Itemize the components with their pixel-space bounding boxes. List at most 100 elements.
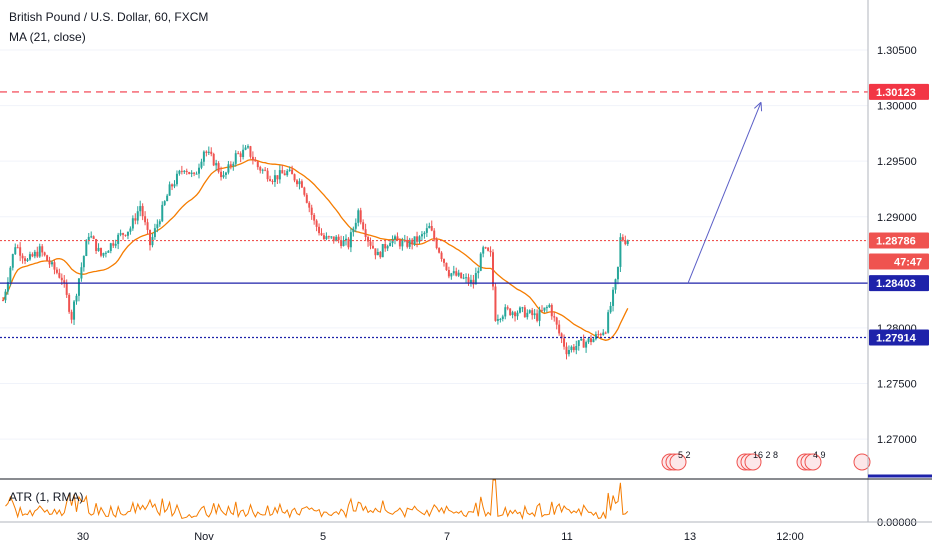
candle-body [190,172,193,174]
economic-events-layer[interactable]: 5 2 16 2 8 4 9 [661,450,871,471]
event-flag-icon[interactable] [744,453,762,471]
candle-body [107,250,110,253]
candle-body [215,163,218,166]
candle-body [227,164,230,173]
candle-body [249,146,252,157]
candle-body [435,239,438,249]
time-tick-label: 7 [444,531,450,543]
time-tick-label: 11 [561,531,572,543]
price-axis[interactable]: 1.305001.300001.295001.290001.280001.275… [867,0,917,522]
candle-body [489,250,492,253]
candle-body [28,254,31,260]
candles-layer [2,144,629,360]
candle-body [364,229,367,238]
event-flag-icon[interactable] [669,453,687,471]
candle-body [367,237,370,242]
candle-body [117,234,120,244]
projection-arrow-head[interactable] [754,101,762,109]
candle-body [305,194,308,203]
candle-body [276,175,279,180]
candle-body [296,180,298,185]
candle-body [310,207,313,215]
time-tick-label: 5 [320,531,326,543]
candle-body [465,277,468,279]
candle-body [322,235,325,240]
candle-body [51,262,53,265]
projection-arrow-head[interactable] [760,102,763,112]
candle-body [168,184,171,196]
atr-legend[interactable]: ATR (1, RMA) [9,490,84,504]
ma-legend[interactable]: MA (21, close) [9,30,86,44]
candle-body [63,280,66,283]
candle-body [624,240,627,245]
candle-body [607,312,610,333]
candle-body [300,181,303,188]
candle-body [122,233,125,235]
atr-pane[interactable]: 0.00000 [0,474,932,529]
candle-body [264,169,267,171]
candle-body [220,171,223,178]
price-tag-bg [869,329,929,346]
candle-body [349,232,352,248]
candle-body [273,175,276,182]
candle-body [244,147,247,150]
candle-body [337,236,340,241]
candle-body [528,310,531,313]
countdown-label: 47:47 [894,257,922,269]
candle-body [141,206,144,217]
candle-body [447,270,450,277]
event-label: 4 9 [813,450,826,460]
candle-body [413,236,416,245]
event-flag-icon[interactable] [804,453,822,471]
candle-body [293,174,296,181]
candle-body [374,248,377,256]
candle-body [242,149,245,157]
price-tick-label: 1.27500 [877,379,917,391]
candle-body [420,234,423,237]
price-tag-label: 1.27914 [876,332,917,344]
candle-body [11,254,14,268]
candle-body [87,236,90,241]
candle-body [335,236,338,242]
candle-body [614,279,617,290]
candle-body [146,222,149,230]
candle-body [494,286,497,321]
candle-body [433,230,436,240]
candle-body [570,346,573,351]
projection-arrow-layer[interactable] [687,101,763,284]
projection-arrow-line[interactable] [687,102,762,284]
candle-body [384,244,387,249]
candle-body [247,146,249,148]
candle-body [538,310,541,321]
candle-body [590,338,592,343]
candle-body [156,224,159,229]
time-axis[interactable]: 30 Nov 5 7 11 13 12:00 [0,521,932,543]
time-tick-label: Nov [194,531,214,543]
candle-body [541,310,543,312]
candle-body [256,161,259,168]
candle-body [188,172,191,174]
event-flag-icon[interactable] [853,453,871,471]
candle-body [70,311,73,320]
candle-body [193,172,196,174]
candle-body [97,247,100,251]
candle-body [362,222,365,230]
candle-body [205,151,208,153]
candle-body [198,167,200,174]
candle-body [315,220,318,227]
candle-body [516,312,519,317]
candle-body [261,169,264,171]
candle-body [523,307,526,318]
candle-body [237,153,240,155]
candle-body [183,170,186,172]
candle-body [139,206,142,212]
candle-body [560,333,563,339]
candle-body [303,187,306,195]
horizontal-lines-layer[interactable] [0,91,868,339]
candle-body [166,195,169,202]
candle-body [521,307,524,309]
candle-body [158,221,161,225]
candle-body [340,240,343,247]
candle-body [567,350,570,355]
